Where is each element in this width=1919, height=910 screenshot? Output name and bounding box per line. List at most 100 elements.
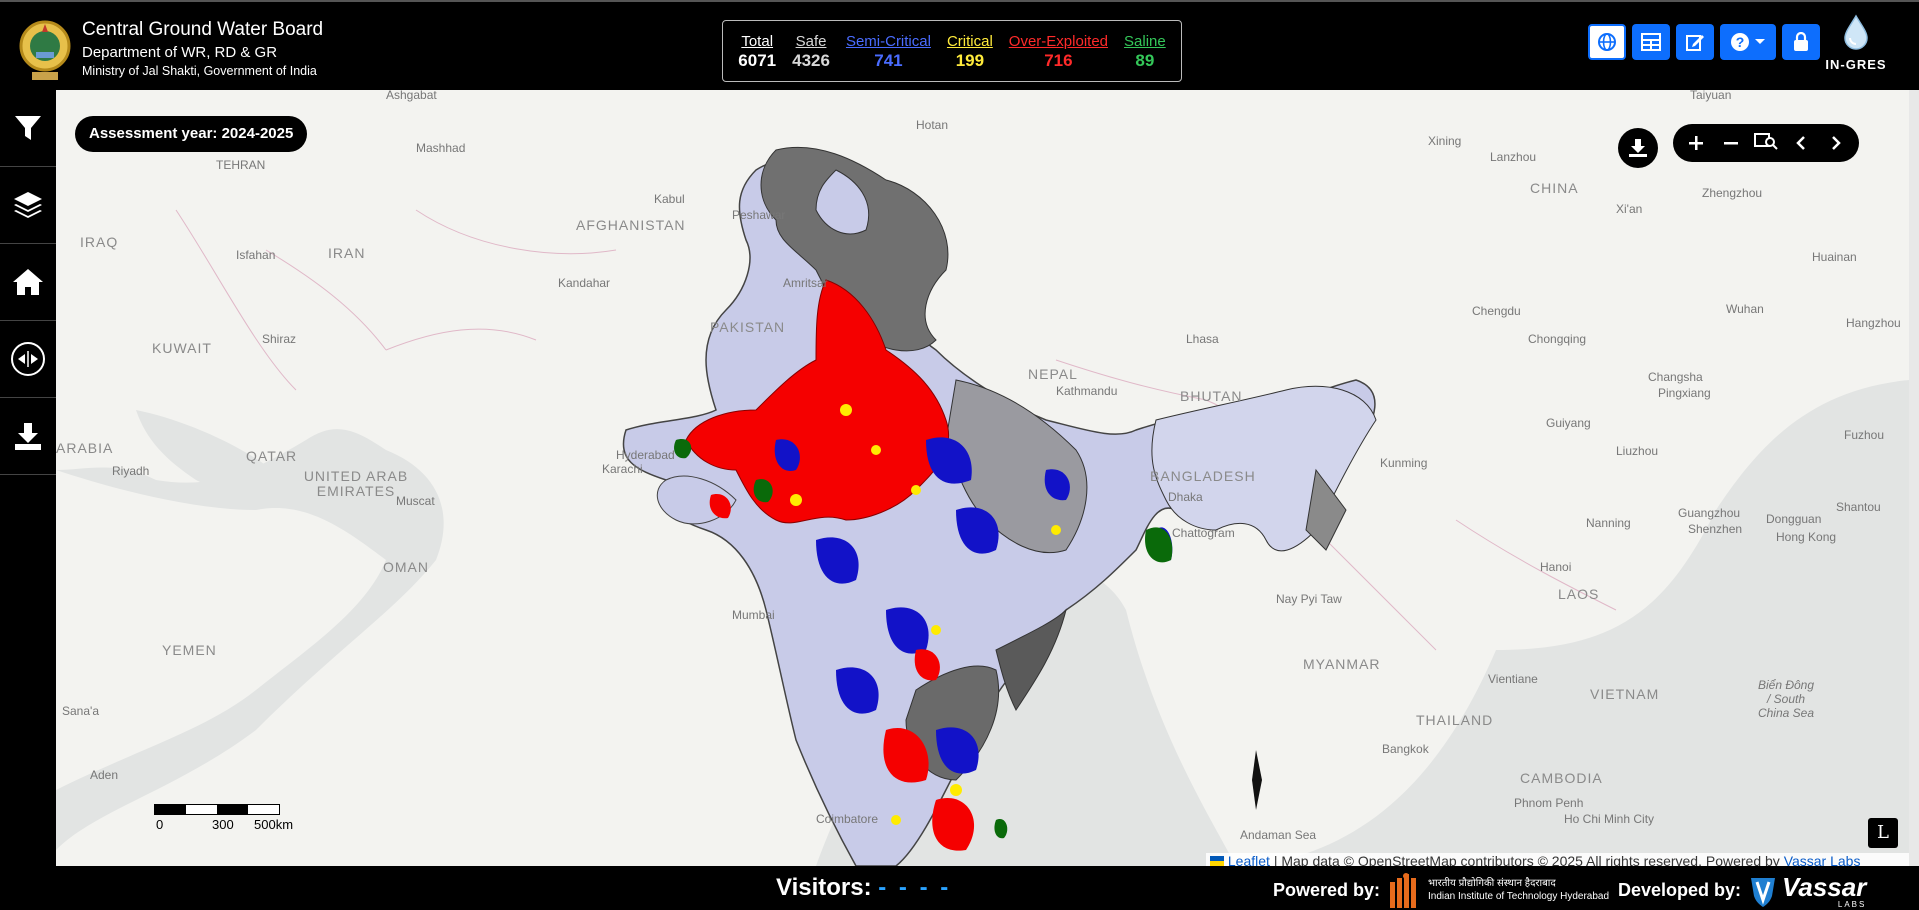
- place-label: Shiraz: [262, 332, 297, 346]
- assessment-year-selector[interactable]: Assessment year: 2024-2025: [75, 116, 308, 152]
- scale-labels: 0 300 500km: [154, 817, 293, 832]
- stat-critical[interactable]: Critical 199: [947, 32, 993, 71]
- stat-semi-critical[interactable]: Semi-Critical 741: [846, 32, 931, 71]
- country-label: CAMBODIA: [1520, 770, 1603, 786]
- place-label: Vientiane: [1488, 672, 1538, 686]
- filter-button[interactable]: [0, 90, 56, 167]
- scale-label: 0: [156, 817, 164, 832]
- place-label: Dhaka: [1168, 490, 1203, 504]
- place-label: Changsha: [1648, 370, 1703, 384]
- scale-label: 300: [212, 817, 234, 832]
- place-label: Phnom Penh: [1514, 796, 1584, 810]
- place-label: Kabul: [654, 192, 685, 206]
- attribution-text: | Map data © OpenStreetMap contributors …: [1269, 853, 1784, 866]
- map-download-button[interactable]: [1618, 128, 1658, 168]
- place-label: Lhasa: [1186, 332, 1219, 346]
- stat-safe[interactable]: Safe 4326: [792, 32, 830, 71]
- vassar-link[interactable]: Vassar Labs: [1783, 853, 1861, 866]
- place-label: Liuzhou: [1616, 444, 1659, 458]
- caret-down-icon: [1755, 39, 1765, 44]
- place-label: Kunming: [1380, 456, 1428, 470]
- country-label: OMAN: [383, 559, 429, 575]
- stat-saline[interactable]: Saline 89: [1124, 32, 1166, 71]
- place-label: Hotan: [916, 118, 949, 132]
- org-department: Department of WR, RD & GR: [82, 44, 278, 61]
- globe-icon: [1598, 33, 1616, 51]
- zoom-extent-button[interactable]: [1751, 128, 1781, 158]
- place-label: Biển Đông / South China Sea: [1757, 678, 1815, 720]
- cgwb-emblem-icon: [19, 20, 71, 80]
- help-dropdown-button[interactable]: ?: [1720, 24, 1776, 60]
- stat-value: 89: [1135, 50, 1155, 70]
- region-not-assessed-north: [760, 146, 949, 352]
- country-label: BHUTAN: [1180, 388, 1243, 404]
- previous-extent-button[interactable]: [1786, 128, 1816, 158]
- country-label: MYANMAR: [1303, 656, 1381, 672]
- place-label: Zhengzhou: [1702, 186, 1763, 200]
- place-label: Coimbatore: [816, 812, 879, 826]
- place-label: Ho Chi Minh City: [1564, 812, 1655, 826]
- place-label: Isfahan: [236, 248, 276, 262]
- zoom-to-extent-icon: [1753, 133, 1778, 150]
- scale-label: 500km: [254, 817, 294, 832]
- place-label: Peshawar: [732, 208, 786, 222]
- map-scale-bar: 0 300 500km: [154, 804, 293, 832]
- stat-label: Critical: [946, 32, 993, 50]
- edit-button[interactable]: [1676, 24, 1714, 60]
- filter-icon: [15, 116, 41, 140]
- arabia-land: [56, 470, 386, 790]
- map-view-button[interactable]: [1588, 24, 1626, 60]
- layers-icon: [14, 192, 42, 218]
- layers-button[interactable]: [0, 167, 56, 244]
- iith-logo: भारतीय प्रौद्योगिकी संस्थान हैदराबाद Ind…: [1388, 872, 1609, 908]
- country-label: NEPAL: [1028, 366, 1078, 382]
- place-label: Karachi: [602, 462, 643, 476]
- download-icon: [15, 423, 41, 450]
- login-button[interactable]: [1782, 24, 1820, 60]
- place-label: Pingxiang: [1658, 386, 1711, 400]
- stat-over-exploited[interactable]: Over-Exploited 716: [1009, 32, 1108, 71]
- leaflet-link[interactable]: Leaflet: [1227, 853, 1270, 866]
- table-icon: [1641, 33, 1661, 51]
- place-label: Guiyang: [1546, 416, 1591, 430]
- download-report-button[interactable]: [0, 398, 56, 475]
- stat-label: Semi-Critical: [845, 32, 931, 50]
- place-label: Riyadh: [112, 464, 150, 478]
- zoom-out-button[interactable]: [1716, 128, 1746, 158]
- place-label: Sana'a: [62, 704, 99, 718]
- stat-value: 6071: [738, 50, 777, 70]
- ingres-logo-text: IN-GRES: [1825, 57, 1887, 72]
- left-sidebar: [0, 90, 56, 866]
- chevron-right-icon: [1831, 136, 1841, 150]
- country-label: THAILAND: [1416, 712, 1494, 728]
- table-view-button[interactable]: [1632, 24, 1670, 60]
- place-label: Fuzhou: [1844, 428, 1885, 442]
- swipe-compare-button[interactable]: [0, 321, 56, 398]
- place-label: Hangzhou: [1846, 316, 1901, 330]
- country-label: YEMEN: [162, 642, 217, 658]
- org-title: Central Ground Water Board: [82, 19, 324, 40]
- place-label: Amritsar: [783, 276, 828, 290]
- page-scrollbar[interactable]: [1909, 90, 1919, 866]
- stat-label: Saline: [1124, 32, 1166, 50]
- country-label: IRAQ: [80, 234, 119, 250]
- map-canvas[interactable]: AFGHANISTAN PAKISTAN IRAN IRAQ KUWAIT QA…: [56, 90, 1909, 866]
- legend-button[interactable]: L: [1868, 818, 1898, 848]
- place-label: Xining: [1428, 134, 1462, 148]
- country-label: IRAN: [328, 245, 366, 261]
- place-label: Nay Pyi Taw: [1276, 592, 1342, 606]
- next-extent-button[interactable]: [1821, 128, 1851, 158]
- zoom-in-button[interactable]: [1681, 128, 1711, 158]
- flag-icon: [1210, 856, 1224, 866]
- powered-by-label: Powered by:: [1273, 880, 1381, 900]
- place-label: Kathmandu: [1056, 384, 1118, 398]
- persian-gulf: [136, 410, 296, 501]
- andhra-grey: [995, 608, 1067, 711]
- home-button[interactable]: [0, 244, 56, 321]
- stat-total[interactable]: Total 6071: [738, 32, 776, 71]
- place-label: Wuhan: [1726, 302, 1764, 316]
- place-label: Hong Kong: [1776, 530, 1837, 544]
- country-label: KUWAIT: [152, 340, 212, 356]
- iith-emblem-icon: [1390, 873, 1416, 908]
- over-exploited-northwest: [685, 279, 950, 524]
